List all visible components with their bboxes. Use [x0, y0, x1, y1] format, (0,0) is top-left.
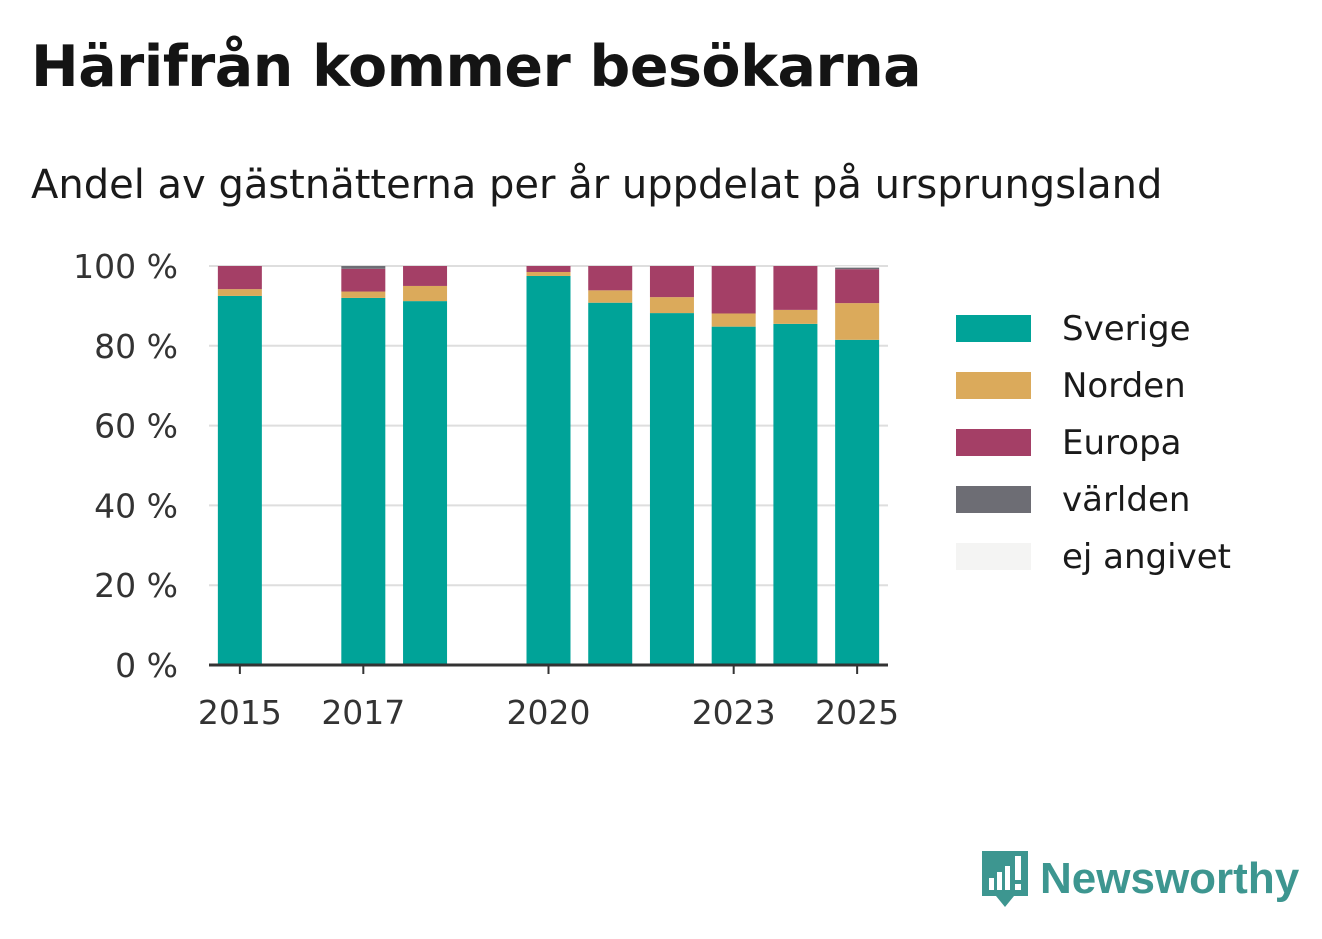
bar-segment-europa — [773, 266, 818, 310]
x-tick-label: 2020 — [507, 693, 591, 732]
bar-segment-sverige — [403, 301, 448, 665]
bar-segment-sverige — [711, 326, 756, 665]
bar-segment-norden — [649, 297, 694, 314]
bar-segment-norden — [835, 303, 880, 340]
bar-segment-europa — [217, 266, 262, 290]
bar-segment-europa — [403, 266, 448, 286]
bar-segment-norden — [403, 285, 448, 302]
bar-segment-norden — [341, 291, 386, 298]
bar-segment-världen — [835, 267, 880, 270]
chart-subtitle: Andel av gästnätterna per år uppdelat på… — [31, 162, 1163, 208]
legend-label: världen — [1062, 479, 1191, 520]
legend-label: Norden — [1062, 365, 1186, 406]
bar-segment-sverige — [588, 302, 633, 665]
legend-item: världen — [956, 471, 1231, 528]
legend-label: ej angivet — [1062, 536, 1231, 577]
bar-segment-norden — [217, 289, 262, 296]
bar-segment-sverige — [526, 275, 571, 665]
legend-item: Norden — [956, 357, 1231, 414]
y-tick-label: 60 % — [94, 407, 178, 446]
x-tick-label: 2023 — [692, 693, 776, 732]
bar-segment-världen — [341, 266, 386, 269]
x-tick-label: 2017 — [321, 693, 405, 732]
bar-segment-norden — [711, 313, 756, 327]
y-tick-label: 0 % — [115, 646, 178, 685]
bar-segment-europa — [341, 268, 386, 292]
bar-segment-ej-angivet — [835, 266, 880, 268]
legend-swatch — [956, 315, 1031, 342]
bar-segment-sverige — [649, 313, 694, 665]
bar-segment-norden — [588, 290, 633, 303]
bar-segment-sverige — [773, 323, 818, 665]
legend-label: Sverige — [1062, 308, 1191, 349]
y-tick-label: 80 % — [94, 327, 178, 366]
legend-swatch — [956, 372, 1031, 399]
bar-segment-sverige — [835, 339, 880, 665]
y-tick-label: 40 % — [94, 486, 178, 525]
brand-name: Newsworthy — [1040, 854, 1300, 903]
brand-logo: Newsworthy — [980, 848, 1299, 910]
chart-legend: Sverige Norden Europa världen ej angivet — [956, 300, 1231, 585]
legend-swatch — [956, 543, 1031, 570]
bar-segment-sverige — [217, 295, 262, 665]
bar-segment-sverige — [341, 297, 386, 665]
newsworthy-logo-icon — [982, 851, 1028, 907]
legend-label: Europa — [1062, 422, 1182, 463]
bar-segment-europa — [526, 266, 571, 272]
y-tick-label: 100 % — [73, 247, 178, 286]
legend-swatch — [956, 486, 1031, 513]
bar-segment-norden — [526, 271, 571, 276]
y-tick-label: 20 % — [94, 566, 178, 605]
x-tick-label: 2015 — [198, 693, 282, 732]
bar-segment-europa — [835, 269, 880, 304]
legend-swatch — [956, 429, 1031, 456]
bar-segment-europa — [711, 266, 756, 314]
bar-segment-norden — [773, 309, 818, 324]
chart-title: Härifrån kommer besökarna — [31, 34, 922, 100]
legend-item: Europa — [956, 414, 1231, 471]
bar-segment-europa — [588, 266, 633, 291]
x-tick-label: 2025 — [815, 693, 899, 732]
legend-item: ej angivet — [956, 528, 1231, 585]
bar-segment-europa — [649, 266, 694, 298]
legend-item: Sverige — [956, 300, 1231, 357]
